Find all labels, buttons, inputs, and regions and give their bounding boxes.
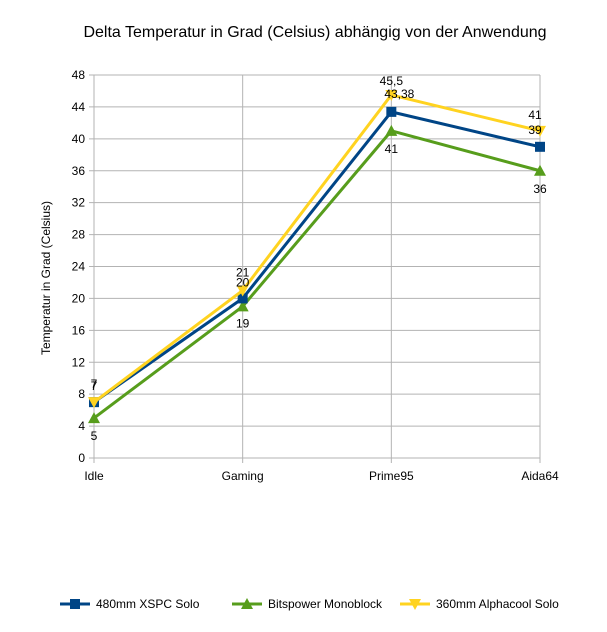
data-point-square: [237, 293, 248, 304]
series-line: [93, 129, 541, 420]
gridlines: [89, 74, 541, 463]
data-point-square: [535, 141, 545, 152]
chart-title: Delta Temperatur in Grad (Celsius) abhän…: [83, 24, 546, 41]
data-point-triangle-up: [534, 164, 546, 176]
y-tick-label: 20: [72, 291, 86, 305]
data-point-triangle-down: [385, 89, 398, 101]
y-tick-label: 16: [72, 323, 86, 337]
data-label: 36: [533, 182, 547, 196]
data-label: 7: [91, 379, 98, 393]
data-point-square: [70, 599, 80, 609]
data-label: 19: [236, 316, 250, 330]
data-point-triangle-down: [88, 397, 100, 409]
data-label: 5: [91, 429, 98, 443]
series-line: [93, 93, 541, 404]
y-tick-label: 48: [72, 68, 86, 82]
data-point-triangle-up: [385, 124, 398, 136]
x-tick-label: Prime95: [369, 469, 414, 483]
data-label: 7: [91, 377, 98, 391]
data-point-triangle-down: [409, 599, 421, 610]
data-point-triangle-up: [241, 598, 253, 609]
y-axis-title: Temperatur in Grad (Celsius): [39, 201, 53, 355]
series-line: [93, 110, 541, 404]
y-tick-label: 40: [72, 132, 86, 146]
data-point-triangle-up: [88, 412, 100, 424]
legend: 480mm XSPC Solo Bitspower Monoblock 360mm …: [60, 597, 559, 611]
series-group: [88, 89, 546, 424]
data-label: 21: [236, 265, 250, 279]
data-label: 41: [385, 142, 399, 156]
data-label: 39: [528, 123, 542, 137]
y-tick-label: 0: [78, 451, 85, 465]
data-point-triangle-down: [534, 125, 546, 137]
legend-entry-label: 360mm Alphacool Solo: [436, 597, 559, 611]
x-tick-label: Idle: [84, 469, 104, 483]
y-tick-label: 8: [78, 387, 85, 401]
data-label: 41: [528, 108, 542, 122]
y-tick-label: 44: [72, 100, 86, 114]
y-tick-label: 36: [72, 164, 86, 178]
data-label: 20: [236, 275, 250, 289]
y-tick-label: 12: [72, 355, 86, 369]
legend-entry-label: Bitspower Monoblock: [268, 597, 383, 611]
data-label: 45,5: [380, 74, 404, 88]
x-tick-label: Gaming: [222, 469, 264, 483]
x-tick-label: Aida64: [521, 469, 559, 483]
data-point-triangle-down: [236, 285, 249, 297]
data-label: 43,38: [384, 87, 414, 101]
y-tick-label: 4: [78, 419, 85, 433]
y-tick-label: 24: [72, 260, 86, 274]
y-tick-label: 32: [72, 196, 86, 210]
legend-entry-label: 480mm XSPC Solo: [96, 597, 200, 611]
data-point-square: [386, 106, 397, 117]
data-point-triangle-up: [236, 300, 249, 312]
y-tick-label: 28: [72, 228, 86, 242]
